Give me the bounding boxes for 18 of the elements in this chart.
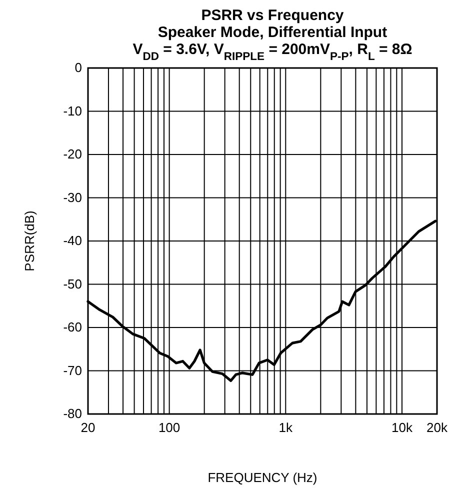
y-tick-label: -60 (63, 320, 82, 334)
y-tick-label: -40 (63, 233, 82, 248)
y-tick-label: -80 (63, 406, 82, 421)
x-axis-title: FREQUENCY (Hz) (208, 470, 318, 485)
x-tick-label: 100 (158, 420, 180, 435)
x-tick-label: 10k (391, 420, 413, 435)
text: Speaker Mode, Differential Input V$_{DD}$ = 3.6V, V$_{RIPPLE}$ = 200mV$_{P-P}$, R$_{L}$ = 8Ω (132, 24, 412, 63)
y-tick-label: 0 (74, 60, 82, 75)
y-tick-label: -70 (63, 362, 82, 378)
y-axis-title: PSRR(dB) (22, 210, 37, 272)
chart-title: PSRR vs Frequency (201, 7, 344, 24)
y-tick-label: -20 (63, 146, 82, 162)
y-tick-label: -30 (63, 190, 82, 205)
x-tick-label: 20k (426, 420, 448, 435)
y-tick-label: -50 (63, 276, 82, 292)
x-tick-label: 1k (278, 420, 294, 435)
y-tick-label: -10 (63, 103, 82, 118)
x-tick-label: 20 (80, 420, 96, 435)
